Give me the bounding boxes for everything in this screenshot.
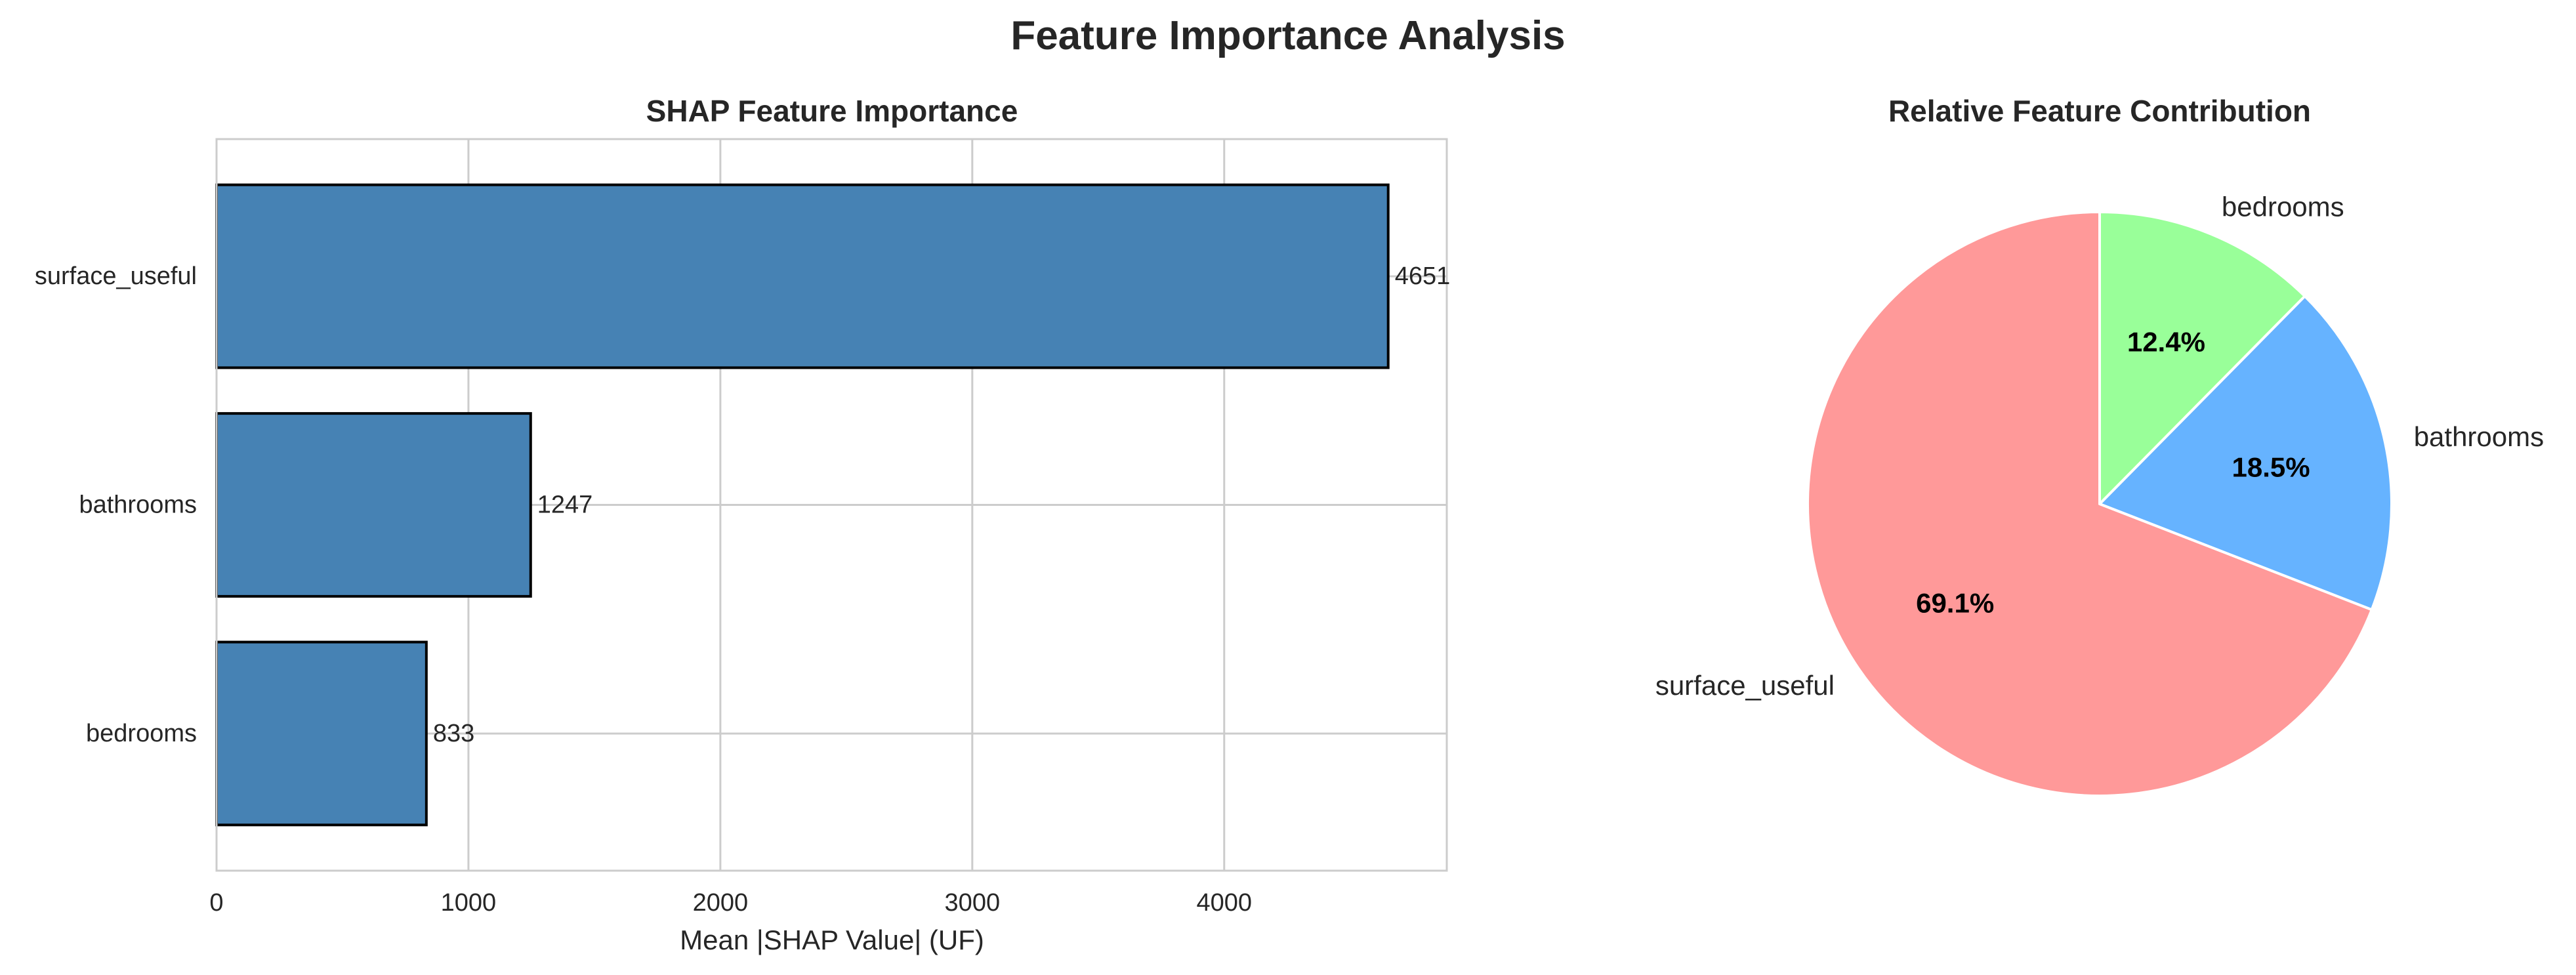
pie-chart-panel: Relative Feature Contribution surface_us… xyxy=(1655,94,2544,797)
y-tick-label-bathrooms: bathrooms xyxy=(79,491,197,519)
y-tick-label-surface-useful: surface_useful xyxy=(35,262,197,290)
bar-surface-useful xyxy=(215,183,1390,369)
pie-label-bedrooms: bedrooms xyxy=(2222,192,2344,222)
bar-chart-panel: SHAP Feature Importance 4651 1247 833 surf… xyxy=(35,94,1450,955)
figure-title: Feature Importance Analysis xyxy=(1010,13,1565,58)
pie-slice-bedrooms xyxy=(2098,211,2306,505)
x-tick-label-0: 0 xyxy=(209,889,223,917)
x-tick-label-4000: 4000 xyxy=(1196,889,1252,917)
pie-percent-label-bedrooms: 12.4% xyxy=(2127,327,2205,358)
pie-label-bathrooms: bathrooms xyxy=(2414,421,2544,452)
bar-bedrooms xyxy=(215,640,428,827)
bar-chart-category-labels: surface_useful bathrooms bedrooms xyxy=(35,262,197,747)
pie-slice-surface-useful xyxy=(1806,211,2373,797)
bar-chart-x-axis-label: Mean |SHAP Value| (UF) xyxy=(680,924,984,955)
bar-value-label-bedrooms: 833 xyxy=(433,720,474,747)
pie-chart-percent-labels: 69.1% 18.5% 12.4% xyxy=(1916,327,2310,619)
bar-chart-value-labels: 4651 1247 833 xyxy=(433,262,1450,747)
x-tick-label-3000: 3000 xyxy=(945,889,1001,917)
x-tick-label-1000: 1000 xyxy=(441,889,497,917)
bar-chart-x-tick-labels: 0 1000 2000 3000 4000 xyxy=(209,889,1252,917)
pie-chart-title: Relative Feature Contribution xyxy=(1888,94,2311,128)
pie-chart-slices xyxy=(1806,211,2393,797)
bar-chart-axes-frame xyxy=(215,138,1448,872)
pie-percent-label-surface-useful: 69.1% xyxy=(1916,587,1994,618)
pie-label-surface-useful: surface_useful xyxy=(1655,670,1835,701)
pie-chart-labels: surface_useful bathrooms bedrooms xyxy=(1655,192,2544,701)
pie-percent-label-bathrooms: 18.5% xyxy=(2232,452,2310,483)
bar-chart-title: SHAP Feature Importance xyxy=(646,94,1018,128)
bar-bathrooms xyxy=(215,412,532,598)
y-tick-label-bedrooms: bedrooms xyxy=(86,720,197,747)
pie-slice-bathrooms xyxy=(2098,295,2393,612)
x-tick-label-2000: 2000 xyxy=(693,889,749,917)
bar-value-label-bathrooms: 1247 xyxy=(537,491,593,519)
bar-value-label-surface-useful: 4651 xyxy=(1395,262,1451,290)
